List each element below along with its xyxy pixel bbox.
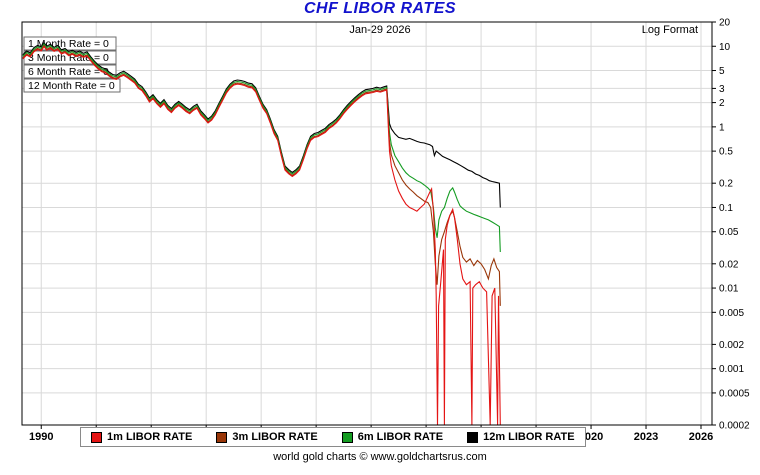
legend-label-12m: 12m LIBOR RATE: [483, 431, 575, 443]
legend-label-3m: 3m LIBOR RATE: [232, 431, 318, 443]
page-title: CHF LIBOR RATES: [303, 0, 457, 17]
svg-text:0.001: 0.001: [719, 364, 744, 375]
svg-text:0.002: 0.002: [719, 340, 744, 351]
series-line-1m LIBOR RATE: [22, 45, 712, 426]
legend-item-3m: 3m LIBOR RATE: [216, 431, 318, 443]
axis-layer: 20 10 5 3 2 1 0.5 0.2 0.1 0.05 0.02 0.01 0.005 0.002 0…: [21, 18, 750, 443]
svg-text:3: 3: [719, 84, 725, 95]
series-layer: [22, 41, 712, 426]
svg-text:1: 1: [719, 122, 725, 133]
svg-text:0.02: 0.02: [719, 259, 739, 270]
svg-text:0.0005: 0.0005: [719, 388, 750, 399]
grid-layer: [22, 21, 712, 426]
svg-text:10: 10: [719, 42, 731, 53]
readout-label-6m: 6 Month Rate = 0: [28, 66, 109, 78]
legend-swatch-3m: [216, 431, 228, 443]
svg-text:0.01: 0.01: [719, 284, 739, 295]
legend-swatch-1m: [91, 431, 102, 443]
legend: 1m LIBOR RATE 3m LIBOR RATE 6m LIBOR RAT…: [80, 427, 586, 447]
chart-date-label: Jan-29 2026: [349, 24, 411, 36]
svg-text:2023: 2023: [634, 431, 658, 443]
svg-text:0.05: 0.05: [719, 227, 739, 238]
svg-text:20: 20: [719, 18, 731, 29]
svg-text:0.0002: 0.0002: [719, 421, 750, 432]
readout-box: [23, 78, 121, 93]
svg-text:5: 5: [719, 66, 725, 77]
svg-text:1990: 1990: [29, 431, 53, 443]
svg-text:0.1: 0.1: [719, 203, 733, 214]
svg-text:0.005: 0.005: [719, 308, 744, 319]
rate-readout-6m: 6 Month Rate = 0: [23, 64, 117, 79]
legend-label-6m: 6m LIBOR RATE: [357, 431, 444, 443]
legend-item-1m: 1m LIBOR RATE: [91, 431, 192, 443]
legend-item-12m: 12m LIBOR RATE: [467, 431, 575, 443]
legend-swatch-12m: [467, 431, 479, 443]
rate-readout-12m: 12 Month Rate = 0: [23, 78, 121, 93]
footer-credit: world gold charts © www.goldchartsrus.co…: [273, 451, 487, 463]
log-format-label: Log Format: [641, 24, 698, 36]
svg-text:0.2: 0.2: [719, 179, 733, 190]
readout-box: [23, 36, 117, 51]
readout-box: [23, 64, 117, 79]
legend-item-6m: 6m LIBOR RATE: [341, 431, 444, 443]
svg-text:2: 2: [719, 98, 725, 109]
legend-label-1m: 1m LIBOR RATE: [107, 431, 193, 443]
svg-text:0.5: 0.5: [719, 147, 733, 158]
legend-swatch-6m: [341, 431, 353, 443]
readout-label-12m: 12 Month Rate = 0: [28, 80, 115, 92]
svg-text:2026: 2026: [689, 431, 713, 443]
